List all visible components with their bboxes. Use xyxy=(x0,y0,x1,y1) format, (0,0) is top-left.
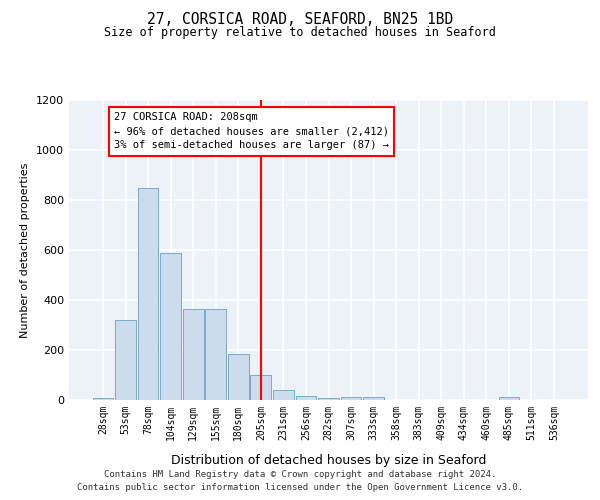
Bar xyxy=(363,396,384,400)
Bar xyxy=(160,252,181,400)
Text: 27 CORSICA ROAD: 208sqm
← 96% of detached houses are smaller (2,412)
3% of semi-: 27 CORSICA ROAD: 208sqm ← 96% of detache… xyxy=(114,112,389,150)
Bar xyxy=(92,398,113,400)
Bar xyxy=(273,390,294,400)
Text: 27, CORSICA ROAD, SEAFORD, BN25 1BD: 27, CORSICA ROAD, SEAFORD, BN25 1BD xyxy=(147,12,453,28)
Y-axis label: Number of detached properties: Number of detached properties xyxy=(20,162,31,338)
Bar xyxy=(250,375,271,400)
Bar xyxy=(115,320,136,400)
Bar xyxy=(318,398,339,400)
Text: Contains HM Land Registry data © Crown copyright and database right 2024.
Contai: Contains HM Land Registry data © Crown c… xyxy=(77,470,523,492)
Bar xyxy=(137,188,158,400)
Bar xyxy=(228,354,248,400)
Bar xyxy=(205,308,226,400)
Bar xyxy=(341,396,361,400)
Text: Size of property relative to detached houses in Seaford: Size of property relative to detached ho… xyxy=(104,26,496,39)
Bar xyxy=(183,308,203,400)
X-axis label: Distribution of detached houses by size in Seaford: Distribution of detached houses by size … xyxy=(171,454,486,467)
Bar xyxy=(499,396,520,400)
Bar xyxy=(296,396,316,400)
